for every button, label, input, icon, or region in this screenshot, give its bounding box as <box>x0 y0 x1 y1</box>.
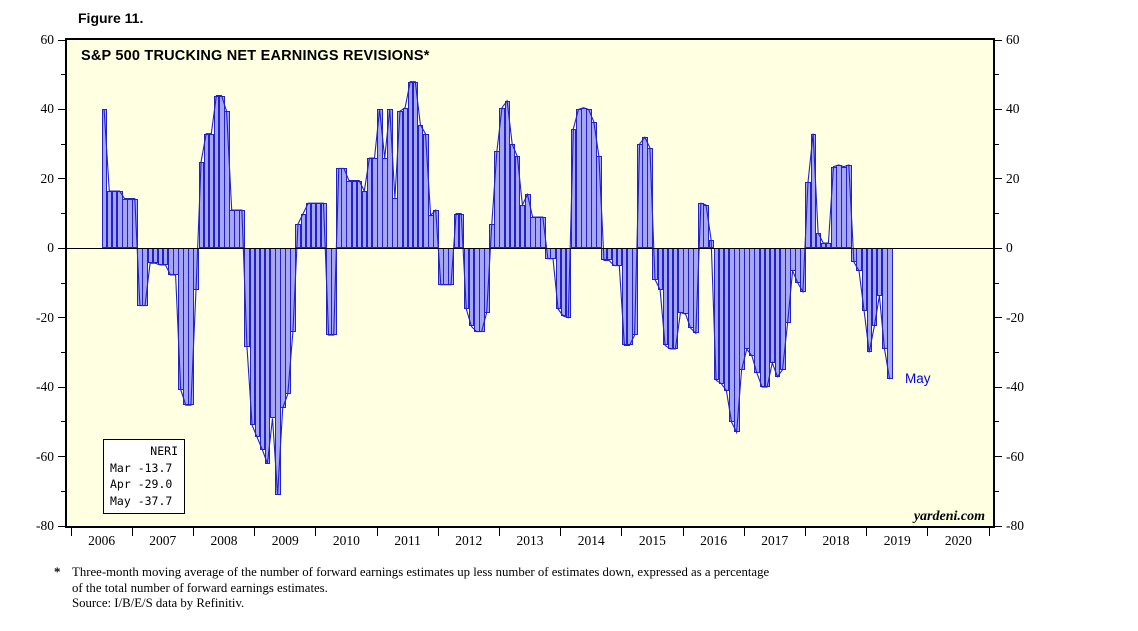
y-major-tick-left <box>58 39 65 41</box>
x-axis-label-2014: 2014 <box>577 533 605 548</box>
y-axis-label-left: 60 <box>40 32 55 47</box>
y-axis-label-left: -20 <box>36 309 54 325</box>
y-axis-label-right: 20 <box>1006 170 1020 186</box>
plot-decorations <box>67 40 993 526</box>
y-major-tick-left <box>58 108 65 110</box>
footnote-line-2: of the total number of forward earnings … <box>72 580 328 595</box>
y-axis-label-left: 40 <box>40 101 55 117</box>
y-minor-tick-left <box>61 421 65 423</box>
x-year-tick <box>621 528 623 536</box>
y-axis-label-right: -60 <box>1006 448 1024 464</box>
zero-axis-line <box>67 247 993 249</box>
legend-row-mar: Mar -13.7 <box>110 460 173 475</box>
x-axis-label-2007: 2007 <box>149 533 177 548</box>
y-minor-tick-left <box>61 74 65 76</box>
x-year-tick <box>315 528 317 536</box>
x-axis-label-2011: 2011 <box>394 533 421 548</box>
chart-title: S&P 500 TRUCKING NET EARNINGS REVISIONS* <box>81 48 430 64</box>
y-minor-tick-left <box>61 143 65 145</box>
y-major-tick-left <box>58 317 65 319</box>
y-major-tick-left <box>58 178 65 180</box>
y-major-tick-right <box>995 39 1002 41</box>
x-year-tick <box>743 528 745 536</box>
y-major-tick-left <box>58 456 65 458</box>
y-axis-label-left: -40 <box>36 379 54 395</box>
x-year-tick <box>988 528 990 536</box>
x-year-tick <box>866 528 868 536</box>
y-minor-tick-right <box>995 421 999 423</box>
y-minor-tick-right <box>995 74 999 76</box>
legend-box: NERI Mar -13.7 Apr -29.0 May -37.7 <box>103 439 185 514</box>
legend-row-may: May -37.7 <box>110 493 173 508</box>
watermark-yardeni: yardeni.com <box>913 509 985 524</box>
y-minor-tick-right <box>995 213 999 215</box>
y-major-tick-right <box>995 456 1002 458</box>
x-year-tick <box>682 528 684 536</box>
x-axis-label-2019: 2019 <box>883 533 911 548</box>
x-axis-label-2006: 2006 <box>88 533 116 548</box>
y-major-tick-right <box>995 108 1002 110</box>
y-axis-label-left: 0 <box>47 240 54 256</box>
x-year-tick <box>70 528 72 536</box>
x-year-tick <box>131 528 133 536</box>
footnote-marker: * <box>54 565 61 579</box>
y-axis-label-left: 20 <box>40 170 55 186</box>
x-year-tick <box>560 528 562 536</box>
bars-layer <box>67 40 993 526</box>
y-minor-tick-left <box>61 282 65 284</box>
footnote: Three-month moving average of the number… <box>72 565 932 612</box>
x-year-tick <box>804 528 806 536</box>
chart-area: S&P 500 TRUCKING NET EARNINGS REVISIONS*… <box>65 38 995 528</box>
x-year-tick <box>437 528 439 536</box>
y-major-tick-right <box>995 247 1002 249</box>
y-minor-tick-left <box>61 213 65 215</box>
y-minor-tick-right <box>995 282 999 284</box>
y-major-tick-left <box>58 247 65 249</box>
y-axis-label-right: -80 <box>1006 518 1024 533</box>
figure-label: Figure 11. <box>78 10 144 26</box>
x-axis-label-2018: 2018 <box>822 533 850 548</box>
y-axis-label-right: 40 <box>1006 101 1020 117</box>
x-axis-label-2016: 2016 <box>700 533 728 548</box>
y-axis-label-left: -60 <box>36 448 54 464</box>
x-axis-label-2008: 2008 <box>210 533 238 548</box>
y-axis-label-right: 0 <box>1006 240 1013 256</box>
y-axis-label-right: -40 <box>1006 379 1024 395</box>
x-year-tick <box>927 528 929 536</box>
y-minor-tick-right <box>995 490 999 492</box>
y-major-tick-right <box>995 386 1002 388</box>
y-minor-tick-right <box>995 351 999 353</box>
x-axis-label-2015: 2015 <box>638 533 666 548</box>
y-minor-tick-left <box>61 490 65 492</box>
x-axis-label-2013: 2013 <box>516 533 544 548</box>
x-axis-label-2009: 2009 <box>271 533 299 548</box>
legend-row-apr: Apr -29.0 <box>110 477 173 491</box>
x-year-tick <box>254 528 256 536</box>
y-major-tick-left <box>58 386 65 388</box>
legend-header: NERI <box>150 444 178 458</box>
x-year-tick <box>498 528 500 536</box>
last-point-annotation: May <box>905 371 931 386</box>
y-axis-label-left: -80 <box>36 518 54 533</box>
y-major-tick-left <box>58 525 65 527</box>
footnote-line-1: Three-month moving average of the number… <box>72 565 770 579</box>
x-axis-label-2010: 2010 <box>332 533 360 548</box>
y-major-tick-right <box>995 317 1002 319</box>
y-major-tick-right <box>995 525 1002 527</box>
x-year-tick <box>192 528 194 536</box>
y-axis-label-right: 60 <box>1006 32 1020 47</box>
footnote-line-3: Source: I/B/E/S data by Refinitiv. <box>72 596 245 610</box>
y-minor-tick-left <box>61 351 65 353</box>
x-axis-label-2020: 2020 <box>944 533 972 548</box>
x-axis-label-2012: 2012 <box>455 533 483 548</box>
x-axis-label-2017: 2017 <box>761 533 789 548</box>
y-major-tick-right <box>995 178 1002 180</box>
y-minor-tick-right <box>995 143 999 145</box>
y-axis-label-right: -20 <box>1006 309 1024 325</box>
x-year-tick <box>376 528 378 536</box>
trace-line <box>103 81 891 495</box>
